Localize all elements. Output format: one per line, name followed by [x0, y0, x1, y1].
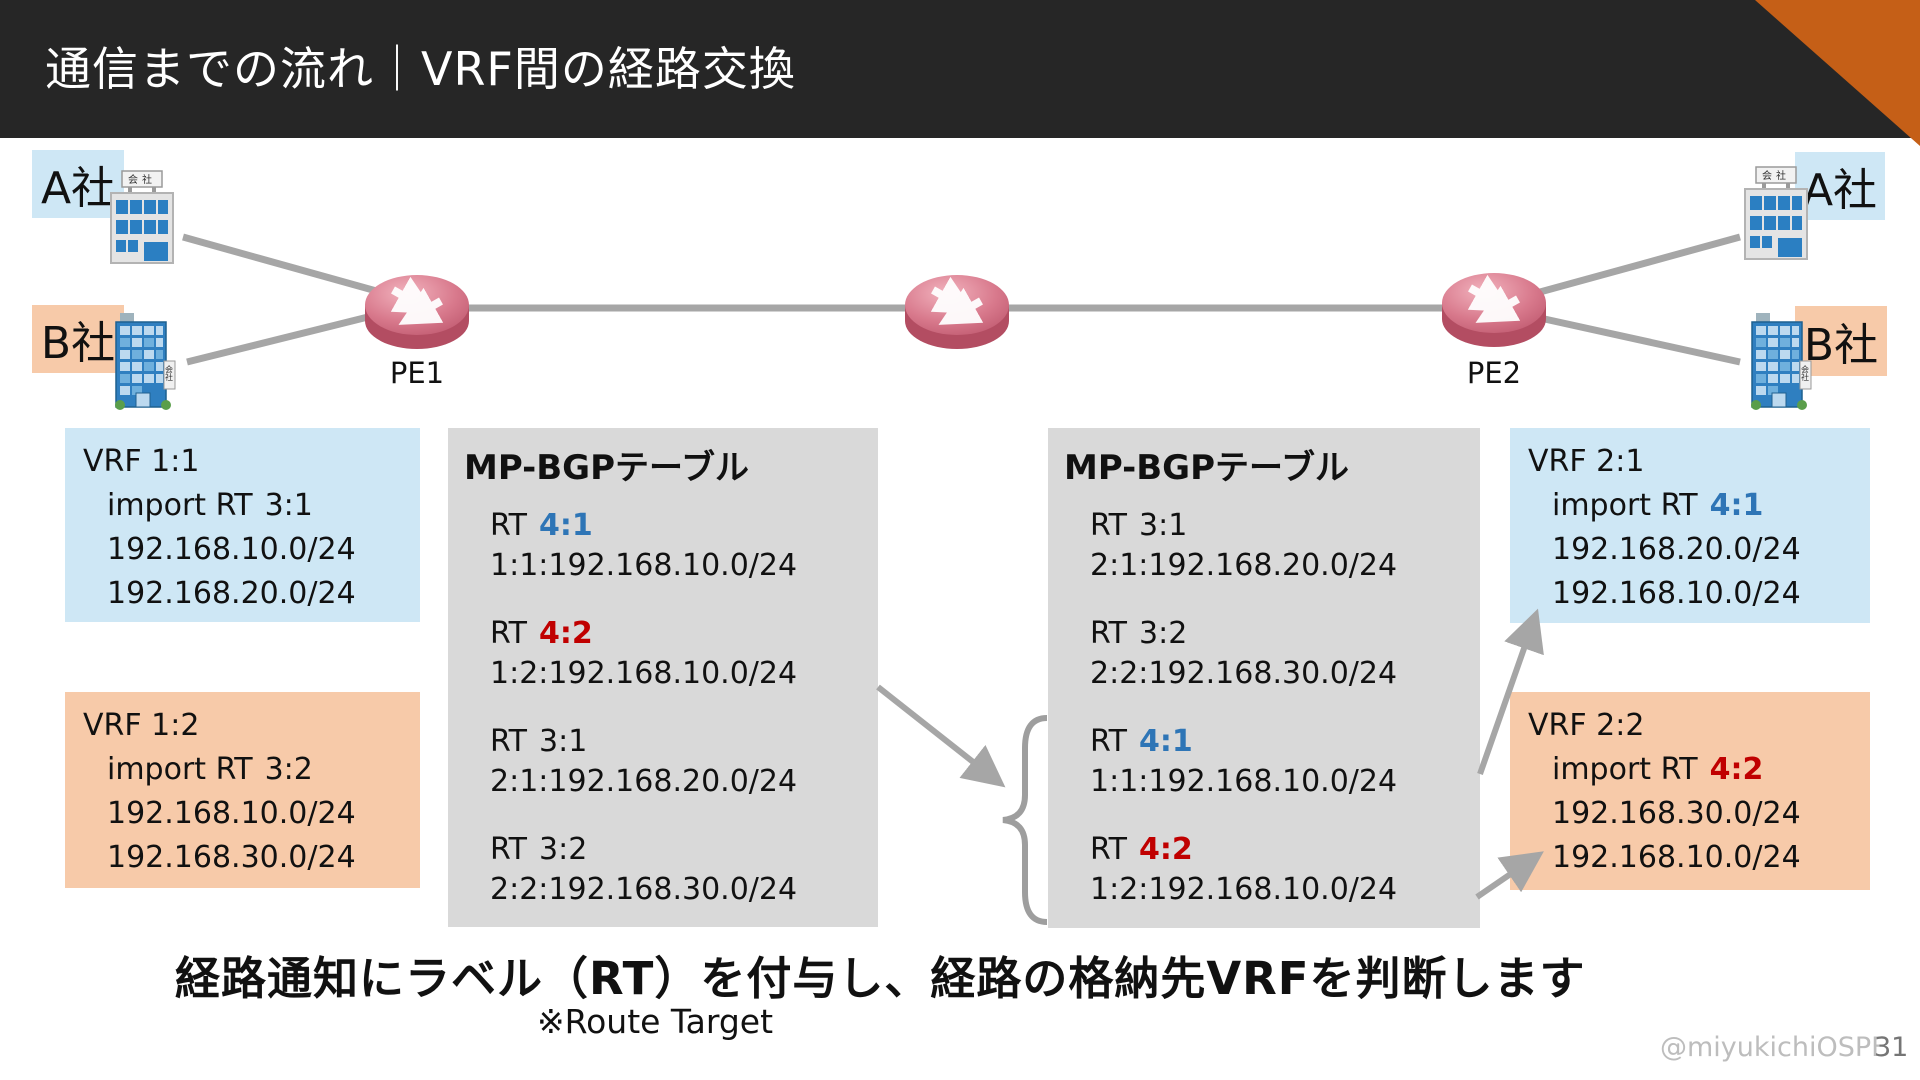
rt-value: 4:2 — [539, 616, 593, 651]
slide-title: 通信までの流れ｜VRF間の経路交換 — [45, 42, 796, 96]
route-prefix: 1:2:192.168.10.0/24 — [1090, 872, 1398, 907]
vrf-1-1-route-1: 192.168.10.0/24 — [107, 532, 356, 567]
import-prefix: import RT — [1552, 752, 1698, 787]
rt-label: RT — [490, 832, 527, 867]
rt-label: RT — [1090, 724, 1127, 759]
arrow-pe1-table-to-pe2-table — [876, 684, 1006, 788]
bgp-entry: RT 3:1 2:1:192.168.20.0/24 — [490, 722, 797, 802]
import-prefix: import RT — [107, 752, 253, 787]
link-pe2-companyB — [1539, 314, 1741, 366]
tower-building-icon-left-b: 会社 — [115, 313, 176, 410]
rt-label: RT — [490, 508, 527, 543]
svg-text:会社: 会社 — [128, 173, 156, 186]
vrf-2-1-route-2: 192.168.10.0/24 — [1552, 576, 1801, 611]
import-prefix: import RT — [107, 488, 253, 523]
bgp-entry: RT 4:2 1:2:192.168.10.0/24 — [1090, 830, 1397, 910]
vrf-1-1-import: import RT 3:1 — [83, 484, 420, 528]
rt-value: 3:1 — [539, 724, 588, 759]
import-rt-value: 3:1 — [264, 488, 313, 523]
vrf-1-2-route-2: 192.168.30.0/24 — [107, 840, 356, 875]
route-prefix: 2:2:192.168.30.0/24 — [490, 872, 798, 907]
vrf-box-2-2: VRF 2:2 import RT 4:2 192.168.30.0/24 192… — [1510, 692, 1870, 890]
vrf-box-1-2: VRF 1:2 import RT 3:2 192.168.10.0/24 192… — [65, 692, 420, 888]
label-company-b-right: B社 — [1795, 306, 1887, 376]
rt-value: 4:1 — [1139, 724, 1193, 759]
rt-label: RT — [1090, 508, 1127, 543]
vrf-2-1-title: VRF 2:1 — [1528, 444, 1645, 479]
rt-value: 4:1 — [539, 508, 593, 543]
svg-text:会社: 会社 — [1762, 169, 1790, 182]
vrf-box-1-1: VRF 1:1 import RT 3:1 192.168.10.0/24 192… — [65, 428, 420, 622]
rt-label: RT — [1090, 832, 1127, 867]
rt-value: 3:2 — [1139, 616, 1188, 651]
company-a-left-text: A社 — [40, 163, 116, 214]
author-credit: @miyukichiOSPF — [1660, 1032, 1887, 1063]
import-prefix: import RT — [1552, 488, 1698, 523]
route-prefix: 1:2:192.168.10.0/24 — [490, 656, 798, 691]
rt-label: RT — [490, 724, 527, 759]
company-b-left-text: B社 — [40, 318, 116, 369]
svg-text:会社: 会社 — [165, 364, 174, 382]
label-company-a-left: A社 — [32, 150, 124, 218]
vrf-1-1-title: VRF 1:1 — [83, 444, 200, 479]
vrf-2-1-route-1: 192.168.20.0/24 — [1552, 532, 1801, 567]
svg-text:会社: 会社 — [1801, 364, 1810, 382]
link-pe2-companyA — [1539, 233, 1741, 296]
page-number: 31 — [1874, 1032, 1909, 1063]
bgp-table-pe2: MP-BGPテーブル RT 3:1 2:1:192.168.20.0/24 RT 3… — [1048, 428, 1480, 928]
router-core-icon — [905, 275, 1009, 349]
header-bar: 通信までの流れ｜VRF間の経路交換 — [0, 0, 1920, 138]
bgp-entry: RT 3:1 2:1:192.168.20.0/24 — [1090, 506, 1397, 586]
vrf-box-2-1: VRF 2:1 import RT 4:1 192.168.20.0/24 192… — [1510, 428, 1870, 623]
rt-label: RT — [1090, 616, 1127, 651]
key-message: 経路通知にラベル（RT）を付与し、経路の格納先VRFを判断します — [175, 952, 1586, 1005]
link-companyB-pe1 — [186, 310, 381, 366]
import-rt-value: 4:1 — [1709, 488, 1764, 523]
router-pe2-label: PE2 — [1466, 356, 1522, 390]
company-a-right-text: A社 — [1802, 165, 1878, 216]
received-routes-brace — [1002, 715, 1048, 925]
bgp-table-pe2-title: MP-BGPテーブル — [1064, 448, 1349, 488]
rt-value: 3:2 — [539, 832, 588, 867]
link-companyA-pe1 — [182, 233, 381, 296]
rt-value: 4:2 — [1139, 832, 1193, 867]
router-pe1-label: PE1 — [389, 356, 445, 390]
vrf-1-1-route-2: 192.168.20.0/24 — [107, 576, 356, 611]
router-pe2-icon — [1442, 273, 1546, 347]
bgp-entry: RT 4:2 1:2:192.168.10.0/24 — [490, 614, 797, 694]
vrf-1-2-route-1: 192.168.10.0/24 — [107, 796, 356, 831]
office-building-icon-right-a: 会社 — [1744, 166, 1808, 260]
import-rt-value: 4:2 — [1709, 752, 1764, 787]
office-building-icon-left-a: 会社 — [110, 170, 174, 264]
label-company-b-left: B社 — [32, 305, 124, 373]
vrf-2-1-import: import RT 4:1 — [1528, 484, 1870, 528]
vrf-1-2-import: import RT 3:2 — [83, 748, 420, 792]
vrf-2-2-import: import RT 4:2 — [1528, 748, 1870, 792]
route-prefix: 2:1:192.168.20.0/24 — [1090, 548, 1398, 583]
route-prefix: 2:1:192.168.20.0/24 — [490, 764, 798, 799]
vrf-1-2-title: VRF 1:2 — [83, 708, 200, 743]
bgp-entry: RT 3:2 2:2:192.168.30.0/24 — [1090, 614, 1397, 694]
route-prefix: 1:1:192.168.10.0/24 — [1090, 764, 1398, 799]
rt-value: 3:1 — [1139, 508, 1188, 543]
vrf-2-2-route-2: 192.168.10.0/24 — [1552, 840, 1801, 875]
import-rt-value: 3:2 — [264, 752, 313, 787]
tower-building-icon-right-b: 会社 — [1751, 313, 1812, 410]
rt-label: RT — [490, 616, 527, 651]
vrf-2-2-title: VRF 2:2 — [1528, 708, 1645, 743]
bgp-table-pe1-title: MP-BGPテーブル — [464, 448, 749, 488]
route-prefix: 1:1:192.168.10.0/24 — [490, 548, 798, 583]
vrf-2-2-route-1: 192.168.30.0/24 — [1552, 796, 1801, 831]
footnote-route-target: ※Route Target — [537, 1002, 774, 1041]
bgp-table-pe1: MP-BGPテーブル RT 4:1 1:1:192.168.10.0/24 RT 4… — [448, 428, 878, 927]
bgp-entry: RT 4:1 1:1:192.168.10.0/24 — [490, 506, 797, 586]
company-b-right-text: B社 — [1803, 320, 1879, 371]
router-pe1-icon — [365, 275, 469, 349]
bgp-entry: RT 4:1 1:1:192.168.10.0/24 — [1090, 722, 1397, 802]
label-company-a-right: A社 — [1795, 152, 1885, 220]
bgp-entry: RT 3:2 2:2:192.168.30.0/24 — [490, 830, 797, 910]
route-prefix: 2:2:192.168.30.0/24 — [1090, 656, 1398, 691]
